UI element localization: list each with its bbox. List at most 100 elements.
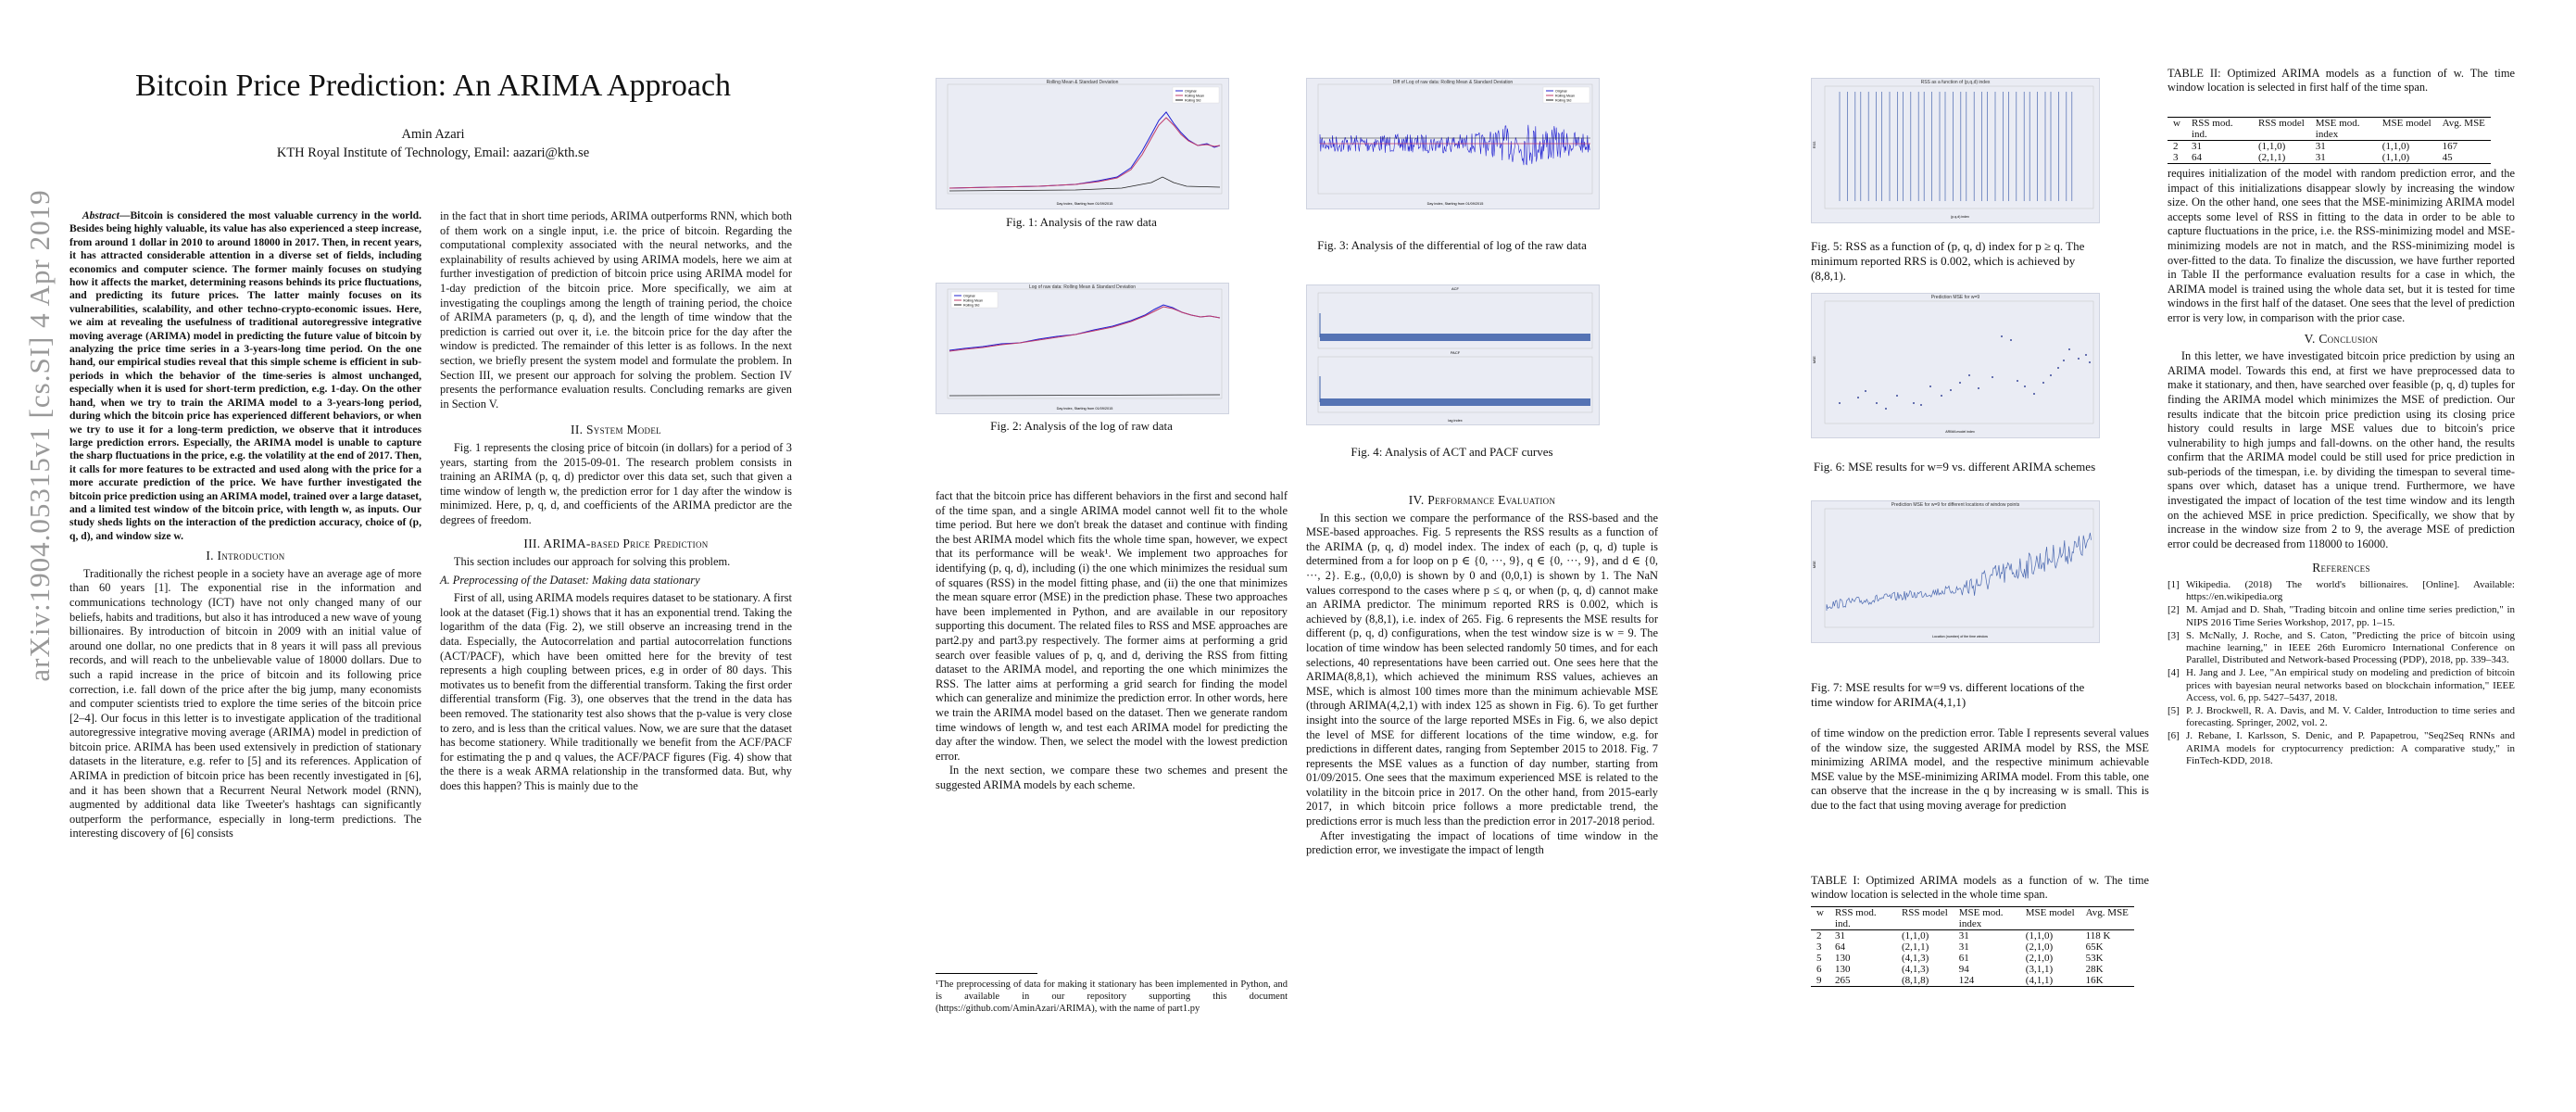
figure-title: Prediction MSE for w=9: [1930, 295, 1980, 300]
table-cell: 31: [1958, 941, 1969, 953]
page-2: Rolling Mean & Standard Deviation Origin…: [861, 0, 1723, 1112]
table-header-cell: RSS mod. ind.: [2191, 118, 2233, 140]
column-1: Abstract—Bitcoin is considered the most …: [69, 209, 421, 841]
table-cell: 118 K: [2085, 930, 2111, 941]
table-cell: 65K: [2085, 941, 2104, 953]
table-header-cell: RSS model: [2257, 118, 2305, 129]
reference-text: Wikipedia. (2018) The world's billionair…: [2186, 579, 2515, 603]
table-row: 6 130 (4,1,3) 94 (3,1,1) 28K: [1811, 964, 2134, 975]
y-axis-label: MSE: [1813, 356, 1816, 363]
column-3: fact that the bitcoin price has differen…: [936, 489, 1288, 792]
table-header-cell: MSE model: [2381, 118, 2431, 129]
paragraph: in the fact that in short time periods, …: [440, 209, 792, 411]
acf-title: ACF: [1451, 286, 1460, 291]
table-cell: (2,1,1): [1901, 941, 1929, 953]
reference-item: [6] J. Rebane, I. Karlsson, S. Denic, and…: [2168, 730, 2515, 767]
table-cell: 61: [1958, 953, 1969, 964]
figure-5-svg: RSS (p,q,d) index: [1813, 85, 2094, 219]
table-cell: (1,1,0): [2381, 141, 2410, 152]
table-1: w RSS mod. ind. RSS model MSE mod. index MSE…: [1811, 906, 2134, 987]
x-axis-label: Day index, Starting from 01/09/2015: [1057, 202, 1113, 206]
mse-point: [1865, 390, 1866, 392]
reference-item: [5] P. J. Brockwell, R. A. Davis, and M. …: [2168, 705, 2515, 729]
figure-2-plot: Log of raw data: Rolling Mean & Standard…: [936, 283, 1229, 414]
figure-5-plot: RSS as a function of (p,q,d) index RSS (…: [1811, 78, 2100, 223]
mse-point: [2089, 361, 2091, 363]
x-axis-label: Day index, Starting from 01/09/2015: [1057, 407, 1113, 411]
mse-point: [2001, 335, 2003, 337]
paragraph: requires initialization of the model wit…: [2168, 167, 2515, 324]
section-heading-conclusion: V. Conclusion: [2304, 331, 2379, 346]
mse-point: [2078, 358, 2080, 360]
table-cell: 265: [1834, 975, 1851, 986]
y-axis-label: MSE: [1813, 561, 1816, 568]
table-row: 5 130 (4,1,3) 61 (2,1,0) 53K: [1811, 953, 2134, 964]
figure-5-caption: Fig. 5: RSS as a function of (p, q, d) i…: [1811, 239, 2085, 283]
pacf-title: PACF: [1451, 350, 1461, 355]
table-cell: 167: [2442, 141, 2458, 152]
paragraph: First of all, using ARIMA models require…: [440, 591, 792, 792]
y-axis-label: RSS: [1813, 141, 1816, 148]
mse-point: [1839, 402, 1841, 404]
x-axis-label: (p,q,d) index: [1951, 215, 1969, 219]
table-cell: 130: [1834, 953, 1851, 964]
table-cell: 2: [2173, 141, 2179, 152]
reference-text: S. McNally, J. Roche, and S. Caton, "Pre…: [2186, 629, 2515, 666]
figure-1-plot: Rolling Mean & Standard Deviation Origin…: [936, 78, 1229, 209]
figure-title: Diff of Log of raw data: Rolling Mean & …: [1392, 80, 1514, 85]
column-6: requires initialization of the model wit…: [2168, 167, 2515, 768]
reference-item: [3] S. McNally, J. Roche, and S. Caton, "…: [2168, 630, 2515, 667]
table-cell: (1,1,0): [2381, 152, 2410, 163]
table-header-cell: RSS mod. ind.: [1834, 907, 1877, 929]
table-header-cell: MSE mod. index: [2315, 118, 2360, 140]
figure-2-svg: Original Rolling Mean Rolling Std Day in…: [947, 288, 1223, 411]
mse-point: [1978, 387, 1979, 389]
paragraph: In the next section, we compare these tw…: [936, 764, 1288, 791]
table-cell: 45: [2442, 152, 2453, 163]
reference-text: H. Jang and J. Lee, "An empirical study …: [2186, 667, 2515, 703]
mse-point: [2085, 354, 2087, 356]
mse-point: [1950, 389, 1952, 391]
table-cell: (1,1,0): [2257, 141, 2286, 152]
mse-point: [1885, 408, 1887, 410]
figure-7-svg: MSE Location (number) of the time window: [1813, 508, 2094, 638]
legend-label: Rolling Std: [1185, 99, 1200, 103]
mse-point: [2050, 374, 2052, 376]
mse-point: [1920, 404, 1922, 406]
paragraph: fact that the bitcoin price has differen…: [936, 489, 1288, 763]
table-header-cell: w: [1816, 907, 1824, 918]
reference-item: [4] H. Jang and J. Lee, "An empirical stu…: [2168, 667, 2515, 704]
x-axis-label: Day index, Starting from 01/09/2015: [1427, 202, 1484, 206]
mse-point: [2068, 348, 2070, 350]
table-cell: (1,1,0): [1901, 930, 1929, 941]
figure-3-caption: Fig. 3: Analysis of the differential of …: [1317, 238, 1587, 252]
paragraph: This section includes our approach for s…: [453, 555, 731, 569]
mse-point: [2033, 393, 2035, 395]
subsection-heading: A. Preprocessing of the Dataset: Making …: [440, 573, 700, 587]
reference-number: [5]: [2168, 705, 2180, 717]
table-header-cell: MSE model: [2025, 907, 2075, 918]
abstract: Abstract—Bitcoin is considered the most …: [69, 209, 421, 542]
table-cell: 124: [1958, 975, 1975, 986]
section-heading-intro: I. Introduction: [206, 549, 285, 563]
table-row: 3 64 (2,1,1) 31 (1,1,0) 45: [2168, 152, 2491, 164]
mse-point: [2010, 339, 2012, 341]
author-affiliation: KTH Royal Institute of Technology, Email…: [276, 145, 590, 160]
table-cell: (3,1,1): [2025, 964, 2054, 975]
section-heading-perf: IV. Performance Evaluation: [1408, 493, 1556, 507]
x-axis-label: lag index: [1448, 419, 1462, 423]
figure-4-svg: ACF PACF lag index: [1317, 286, 1593, 423]
table-cell: 64: [2191, 152, 2202, 163]
column-2: in the fact that in short time periods, …: [440, 209, 792, 794]
table-cell: 28K: [2085, 964, 2104, 975]
reference-number: [1]: [2168, 579, 2180, 591]
paragraph: After investigating the impact of locati…: [1306, 828, 1658, 857]
figure-6-svg: MSE ARIMA model index: [1813, 300, 2094, 434]
section-heading-system: II. System Model: [571, 423, 661, 437]
table-cell: 31: [1958, 930, 1969, 941]
table-cell: 16K: [2085, 975, 2104, 986]
table-cell: 31: [2191, 141, 2202, 152]
mse-point: [1968, 374, 1970, 376]
column-4: IV. Performance Evaluation In this secti…: [1306, 493, 1658, 858]
mse-point: [1857, 397, 1859, 398]
